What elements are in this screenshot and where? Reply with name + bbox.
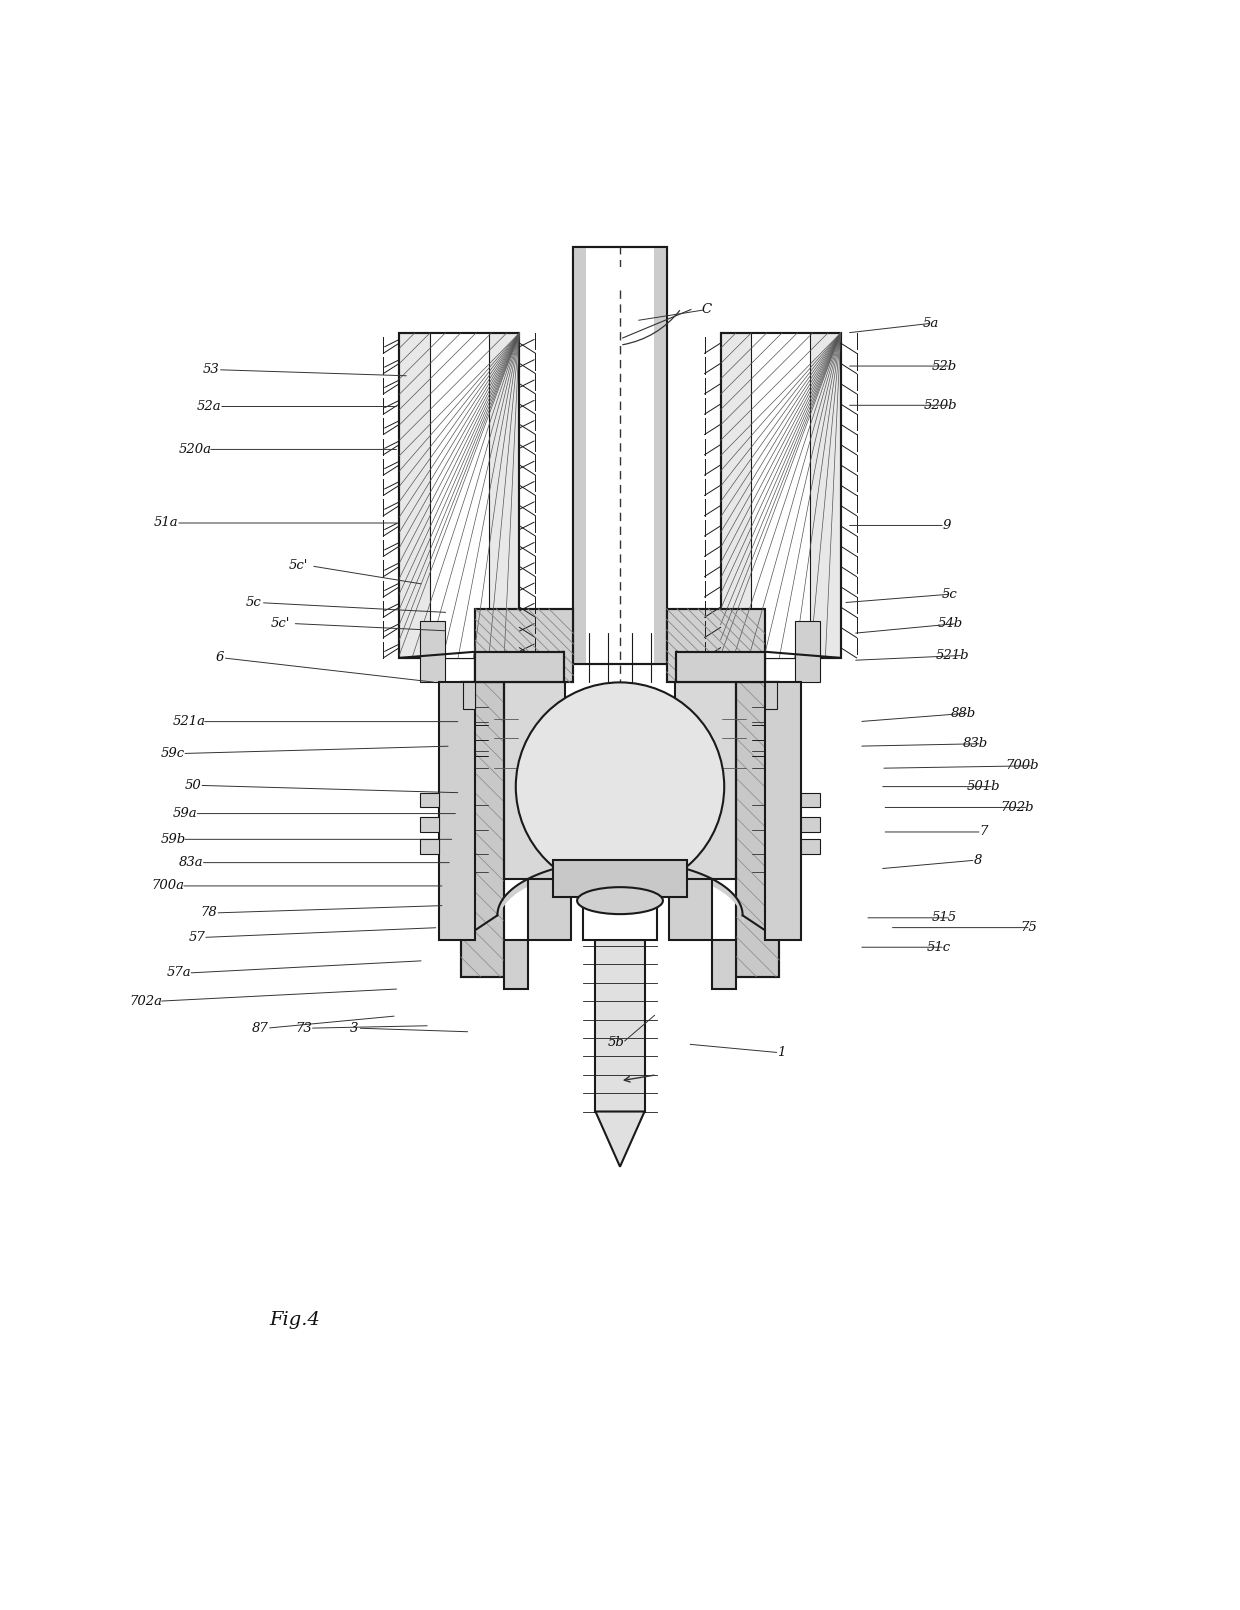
Bar	[420, 792, 439, 808]
Text: 515: 515	[932, 911, 957, 924]
Bar	[712, 940, 737, 989]
Bar	[463, 683, 475, 710]
Bar	[573, 246, 667, 663]
Bar	[475, 683, 565, 879]
Bar	[667, 609, 765, 683]
Bar	[676, 652, 765, 683]
Text: 51c: 51c	[928, 940, 951, 953]
Text: 5c': 5c'	[270, 617, 290, 630]
Text: 78: 78	[201, 906, 217, 919]
Bar	[737, 683, 780, 977]
Text: 59a: 59a	[172, 807, 197, 819]
Text: 75: 75	[1021, 921, 1037, 934]
Bar	[430, 333, 489, 658]
Bar	[475, 609, 573, 683]
Text: 51a: 51a	[154, 517, 179, 530]
Text: 5a: 5a	[923, 317, 939, 330]
Text: 521b: 521b	[936, 649, 970, 662]
Text: 1: 1	[777, 1046, 785, 1059]
Bar	[667, 609, 765, 683]
Text: 520b: 520b	[924, 399, 957, 412]
Bar	[420, 621, 445, 683]
Text: 700b: 700b	[1006, 760, 1039, 773]
Bar	[460, 683, 503, 977]
Text: 6: 6	[216, 652, 223, 665]
Text: 3: 3	[350, 1022, 358, 1035]
Text: 52a: 52a	[197, 399, 222, 414]
Text: 5b: 5b	[608, 1037, 625, 1050]
Text: 59b: 59b	[160, 832, 186, 845]
Bar	[475, 652, 564, 683]
Bar	[420, 818, 439, 832]
Bar	[573, 246, 667, 663]
Text: 9: 9	[942, 518, 951, 531]
Text: 83a: 83a	[179, 857, 203, 869]
Text: 53: 53	[203, 364, 219, 377]
Bar	[420, 839, 439, 853]
Bar	[475, 609, 573, 683]
Text: 5c': 5c'	[289, 559, 309, 573]
Bar	[460, 683, 503, 977]
Bar	[737, 683, 780, 977]
Text: 8: 8	[973, 853, 982, 866]
Bar	[801, 792, 820, 808]
Text: 5c: 5c	[246, 596, 262, 609]
Bar	[475, 652, 564, 683]
Text: 520a: 520a	[179, 443, 212, 456]
Bar	[503, 940, 528, 989]
Polygon shape	[595, 1111, 645, 1167]
Text: 52b: 52b	[932, 359, 957, 372]
Text: 7: 7	[980, 826, 988, 839]
Bar	[439, 683, 475, 940]
Text: 501b: 501b	[966, 781, 1001, 794]
Text: 702b: 702b	[1001, 800, 1034, 815]
Bar	[553, 860, 687, 897]
Circle shape	[516, 683, 724, 890]
Bar	[399, 333, 520, 658]
Text: 702a: 702a	[129, 995, 162, 1008]
Bar	[801, 818, 820, 832]
Text: 521a: 521a	[172, 715, 206, 728]
Bar	[399, 333, 520, 658]
Text: 73: 73	[295, 1022, 311, 1035]
Text: 54b: 54b	[939, 617, 963, 630]
Text: 57a: 57a	[166, 966, 191, 979]
Text: 59c: 59c	[160, 747, 185, 760]
Bar	[751, 333, 810, 658]
Bar	[801, 839, 820, 853]
Bar	[675, 683, 765, 879]
Ellipse shape	[577, 887, 663, 914]
Bar	[765, 683, 801, 940]
Text: 700a: 700a	[151, 879, 185, 892]
Bar	[720, 333, 841, 658]
Text: Fig.4: Fig.4	[269, 1311, 320, 1328]
Bar	[583, 879, 657, 940]
Text: 50: 50	[185, 779, 201, 792]
Bar	[655, 246, 667, 663]
Text: C: C	[702, 303, 712, 316]
Text: 88b: 88b	[950, 707, 976, 720]
Bar	[573, 246, 585, 663]
Bar	[528, 879, 570, 940]
Bar	[670, 879, 712, 940]
Bar	[765, 683, 777, 710]
Text: 87: 87	[252, 1022, 269, 1035]
Bar	[595, 890, 645, 1111]
Text: 5c: 5c	[941, 588, 957, 601]
Bar	[795, 621, 820, 683]
Text: 57: 57	[188, 931, 205, 943]
Bar	[720, 333, 841, 658]
Text: 83b: 83b	[962, 737, 988, 750]
Bar	[676, 652, 765, 683]
